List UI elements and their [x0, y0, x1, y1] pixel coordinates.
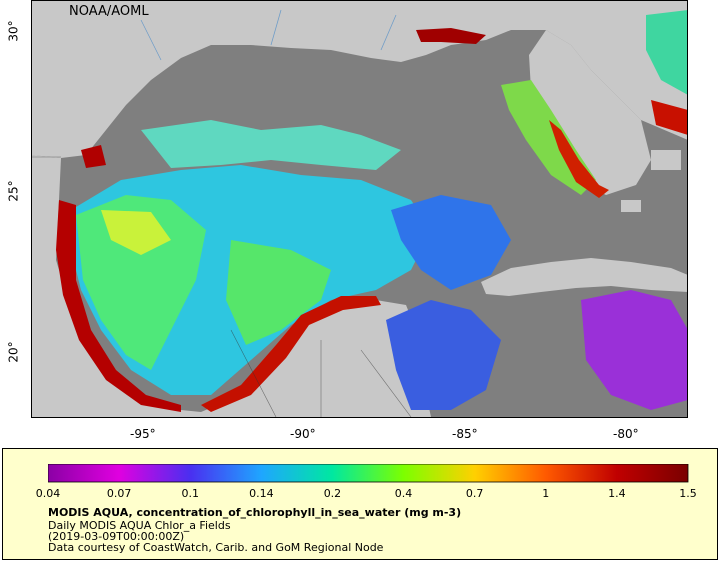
chlorophyll-map: NOAA/AOML [31, 0, 688, 417]
land-cuba [481, 258, 688, 296]
chl-green-west [76, 195, 206, 370]
lat-tick-20: 20° [6, 341, 21, 363]
chl-red-north [416, 28, 486, 44]
colorbar-tick-label: 0.04 [35, 487, 61, 500]
colorbar-tick-label: 0.2 [323, 487, 342, 500]
colorbar-ramp [48, 464, 689, 483]
land-us [31, 0, 688, 158]
colorbar-tick-label: 0.7 [465, 487, 484, 500]
colorbar-tick-label: 1.4 [608, 487, 626, 500]
colorbar-tick-label: 0.14 [249, 487, 274, 500]
chl-red-west [56, 200, 181, 412]
legend-title: MODIS AQUA, concentration_of_chlorophyll… [48, 506, 462, 519]
legend-line-1: Daily MODIS AQUA Chlor_a Fields [48, 519, 231, 532]
chl-red-bahamas [651, 100, 688, 135]
chl-blue-south [386, 300, 501, 410]
lon-tick-90: -90° [290, 427, 316, 441]
map-frame [31, 0, 688, 418]
legend-line-3: Data courtesy of CoastWatch, Carib. and … [48, 541, 384, 554]
lon-tick-95: -95° [130, 427, 156, 441]
chl-red-florida [549, 120, 609, 198]
colorbar-tick-label: 0.4 [394, 487, 413, 500]
map-graphic [31, 0, 688, 417]
credit-label: NOAA/AOML [69, 4, 149, 19]
land-mexico [31, 155, 431, 417]
colorbar-tick-label: 0.07 [106, 487, 132, 500]
lon-tick-80: -80° [613, 427, 639, 441]
colorbar-tick-label: 1.5 [679, 487, 697, 500]
colorbar-tick-label: 0.1 [181, 487, 199, 500]
chl-red-campeche [201, 296, 381, 412]
legend-line-2: (2019-03-09T00:00:00Z) [48, 530, 185, 543]
chl-green-center [226, 240, 331, 345]
colorbar [48, 464, 689, 483]
lat-tick-25: 25° [6, 180, 21, 202]
chl-green-bahamas [646, 10, 688, 95]
lat-tick-30: 30° [6, 20, 21, 42]
legend-panel: 0.04 0.07 0.1 0.14 0.2 0.4 0.7 1 1.4 1.5 MODIS AQ… [2, 448, 718, 560]
chl-northern-shelf [141, 120, 401, 170]
chl-blue-east [391, 195, 511, 290]
lon-tick-85: -85° [452, 427, 478, 441]
chl-red-texas [81, 145, 106, 168]
chl-purple-se [581, 290, 688, 410]
chl-yellow [101, 210, 171, 255]
colorbar-tick-label: 1 [542, 487, 550, 500]
land-florida [529, 30, 651, 195]
